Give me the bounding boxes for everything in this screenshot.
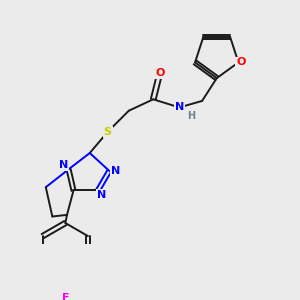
Text: O: O bbox=[155, 68, 164, 78]
Text: S: S bbox=[104, 127, 112, 137]
Text: H: H bbox=[187, 111, 195, 121]
Text: N: N bbox=[59, 160, 68, 170]
Text: N: N bbox=[98, 190, 106, 200]
Text: N: N bbox=[175, 102, 184, 112]
Text: N: N bbox=[111, 166, 120, 176]
Text: O: O bbox=[236, 57, 245, 68]
Text: F: F bbox=[61, 293, 69, 300]
